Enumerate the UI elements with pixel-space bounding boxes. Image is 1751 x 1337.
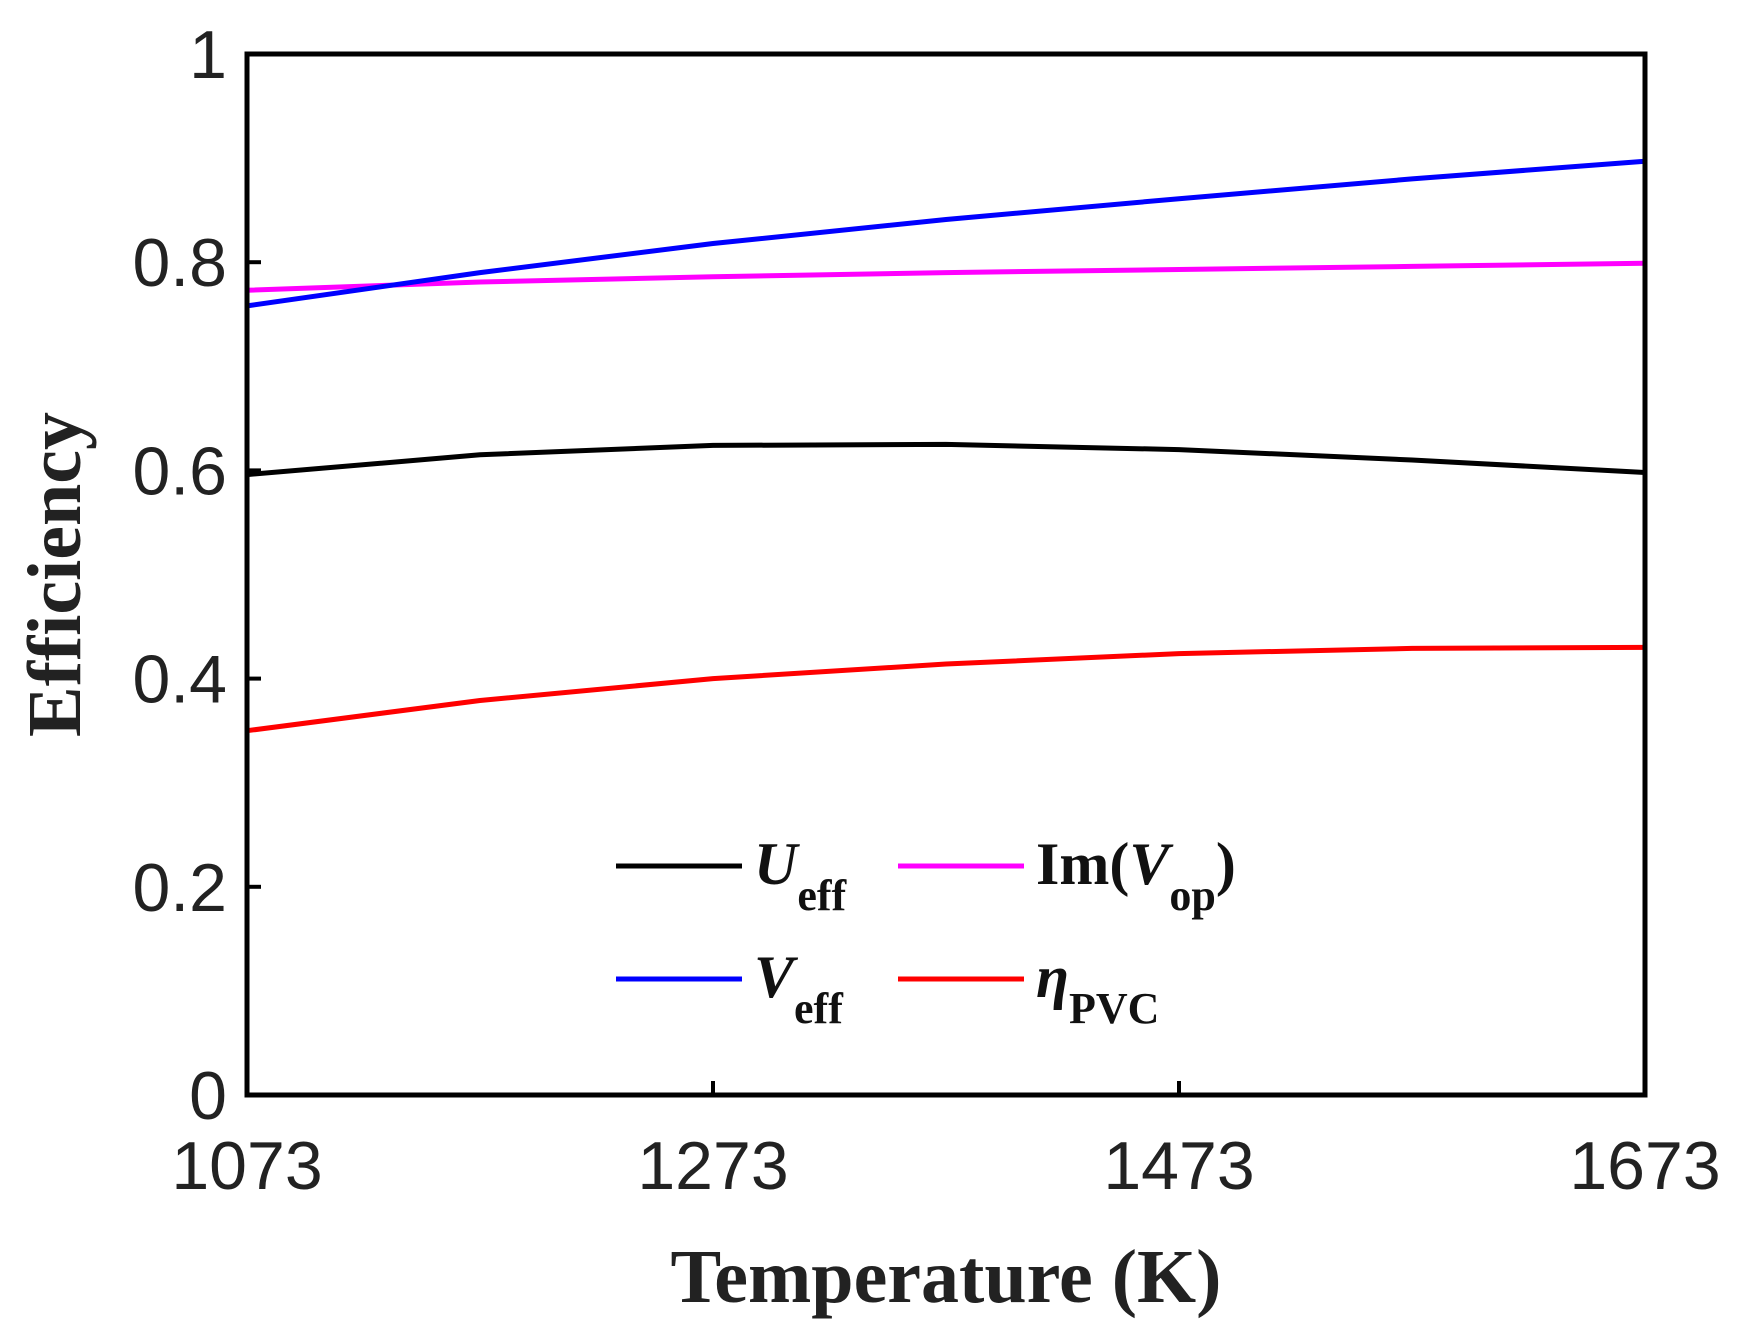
legend-label-subscript: op [1169, 871, 1215, 920]
y-tick-label: 1 [189, 17, 227, 93]
legend-label-prefix: Im( [1036, 831, 1129, 897]
legend-label-etapvc: ηPVC [1036, 944, 1159, 1033]
series-line-veff [246, 158, 1646, 309]
legend-label-imvop: Im(Vop) [1036, 831, 1236, 920]
legend: Ueff Im(Vop)Veff ηPVC [616, 831, 1236, 1033]
plot-frame [244, 51, 1648, 1098]
x-tick-label: 1273 [637, 1128, 788, 1204]
legend-item-veff: Veff [616, 944, 844, 1033]
y-tick-label: 0 [189, 1058, 227, 1134]
series-line-ueff [246, 441, 1646, 478]
legend-label-subscript: eff [797, 871, 847, 920]
legend-label-main: V [754, 944, 799, 1010]
y-axis-title: Efficiency [13, 412, 97, 737]
legend-label-veff: Veff [754, 944, 844, 1033]
y-tick-label: 0.6 [132, 433, 227, 509]
y-tick-label: 0.4 [132, 642, 227, 718]
label-layer: 0 0.2 0.4 0.6 0.8 1 1073 1273 1473 1673 Temperatur… [13, 17, 1721, 1319]
x-tick-label: 1673 [1569, 1128, 1720, 1204]
x-axis-title: Temperature (K) [671, 1235, 1222, 1319]
y-tick-label: 0.8 [132, 225, 227, 301]
legend-label-main: U [754, 831, 800, 897]
series-line-imvop [246, 260, 1646, 293]
x-tick-label: 1073 [171, 1128, 322, 1204]
x-tick-label: 1473 [1103, 1128, 1254, 1204]
legend-label-ueff: Ueff [754, 831, 848, 920]
series-line-etapvc [246, 644, 1646, 734]
legend-label-suffix: ) [1216, 831, 1236, 897]
legend-label-subscript: eff [794, 984, 844, 1033]
y-tick-label: 0.2 [132, 850, 227, 926]
axes-layer [244, 51, 1648, 1098]
legend-label-main: V [1129, 831, 1174, 897]
legend-item-imvop: Im(Vop) [898, 831, 1236, 920]
legend-label-main: η [1036, 944, 1069, 1010]
legend-item-etapvc: ηPVC [898, 944, 1159, 1033]
legend-label-subscript: PVC [1069, 984, 1159, 1033]
legend-item-ueff: Ueff [616, 831, 848, 920]
series-layer [246, 158, 1646, 734]
